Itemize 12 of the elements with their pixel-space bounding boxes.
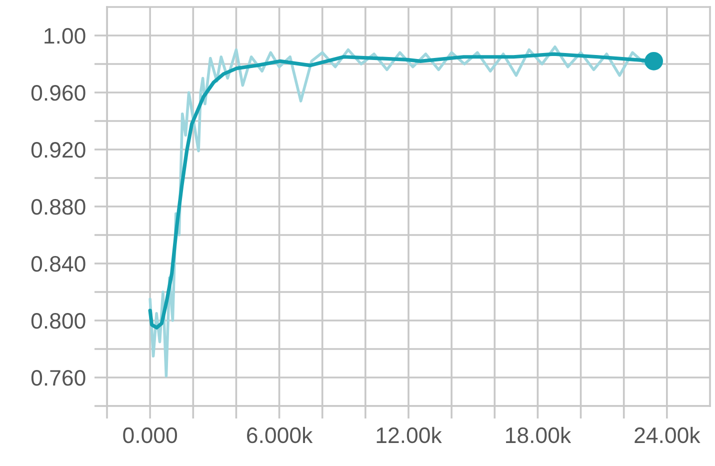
x-tick-label: 24.00k	[634, 426, 700, 444]
y-tick-label: 0.920	[31, 142, 86, 158]
y-tick-label: 0.960	[31, 85, 86, 101]
y-tick-label: 1.00	[44, 28, 86, 44]
x-tick-label: 6.000k	[247, 426, 313, 444]
y-tick-label: 0.800	[31, 313, 86, 329]
x-tick-label: 12.00k	[376, 426, 442, 444]
x-tick-label: 18.00k	[506, 426, 572, 444]
y-tick-label: 0.760	[31, 370, 86, 386]
x-tick-label: 0.000	[123, 427, 178, 444]
y-tick-label: 0.880	[31, 199, 86, 215]
y-tick-label: 0.840	[31, 256, 86, 272]
